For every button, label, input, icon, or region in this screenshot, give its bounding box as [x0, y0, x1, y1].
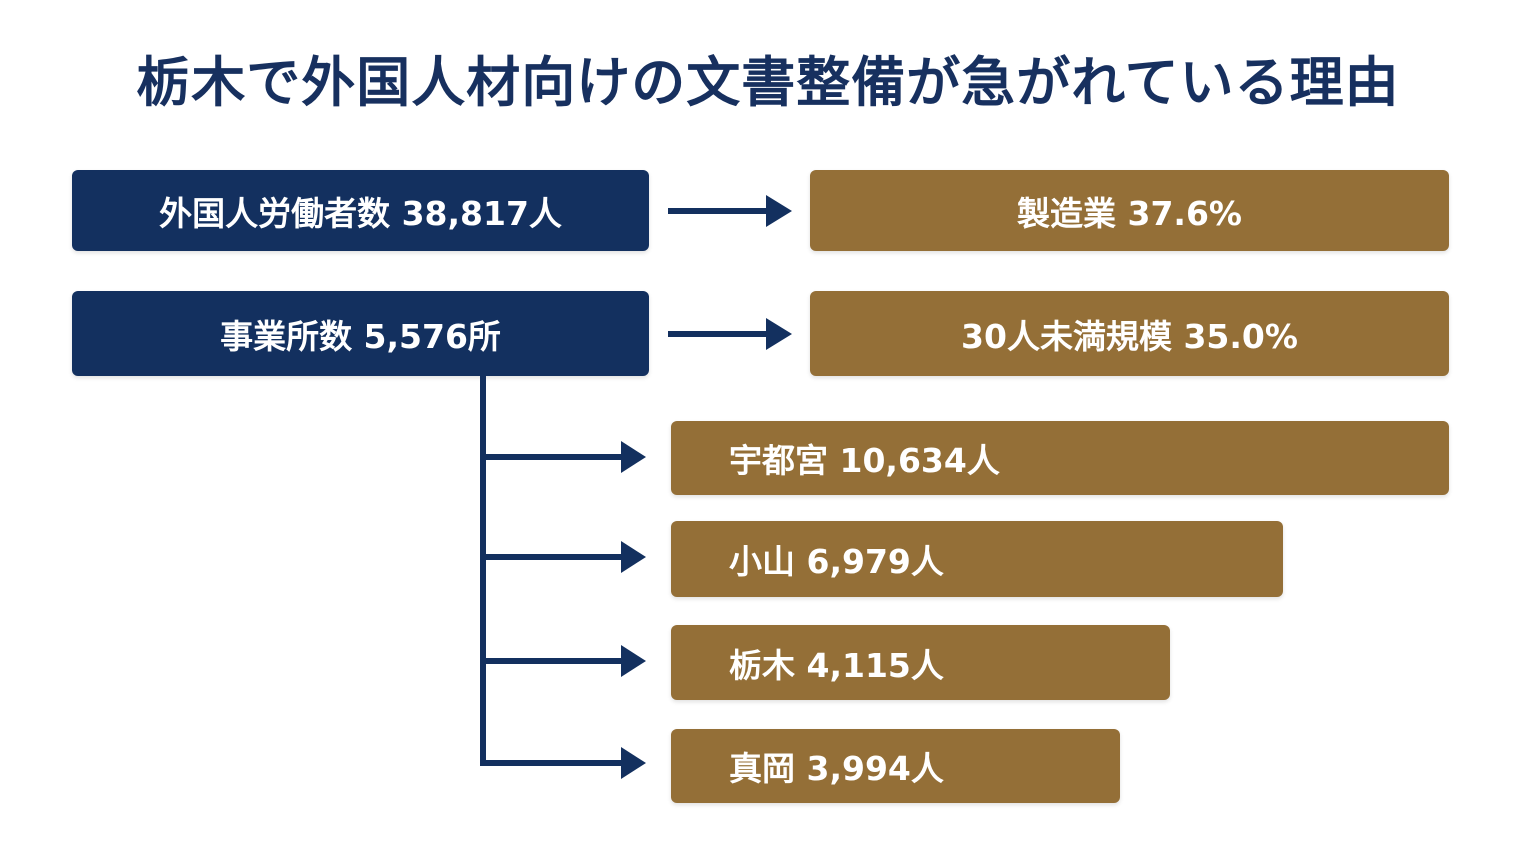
city-box-oyama: 小山 6,979人	[671, 521, 1283, 597]
city-label-tochigi: 栃木 4,115人	[729, 645, 944, 685]
branch-arrowhead-tochigi	[621, 645, 646, 677]
offices-label: 事業所数 5,576所	[220, 316, 501, 356]
branch-arrowhead-moka	[621, 747, 646, 779]
city-box-tochigi: 栃木 4,115人	[671, 625, 1170, 700]
branch-arrowhead-oyama	[621, 541, 646, 573]
small-scale-label: 30人未満規模 35.0%	[961, 316, 1298, 356]
page-title: 栃木で外国人材向けの文書整備が急がれている理由	[136, 51, 1400, 114]
branch-arrowhead-utsunomiya	[621, 441, 646, 473]
foreign-workers-box: 外国人労働者数 38,817人	[72, 170, 649, 251]
arrowhead-offices	[766, 318, 792, 350]
city-label-utsunomiya: 宇都宮 10,634人	[729, 441, 1000, 480]
manufacturing-label: 製造業 37.6%	[1017, 193, 1242, 233]
city-box-moka: 真岡 3,994人	[671, 729, 1120, 803]
city-label-oyama: 小山 6,979人	[729, 542, 944, 581]
offices-box: 事業所数 5,576所	[72, 291, 649, 376]
manufacturing-box: 製造業 37.6%	[810, 170, 1449, 251]
city-box-utsunomiya: 宇都宮 10,634人	[671, 421, 1449, 495]
arrowhead-workers	[766, 195, 792, 227]
small-scale-box: 30人未満規模 35.0%	[810, 291, 1449, 376]
city-label-moka: 真岡 3,994人	[729, 749, 944, 788]
foreign-workers-label: 外国人労働者数 38,817人	[159, 193, 562, 233]
